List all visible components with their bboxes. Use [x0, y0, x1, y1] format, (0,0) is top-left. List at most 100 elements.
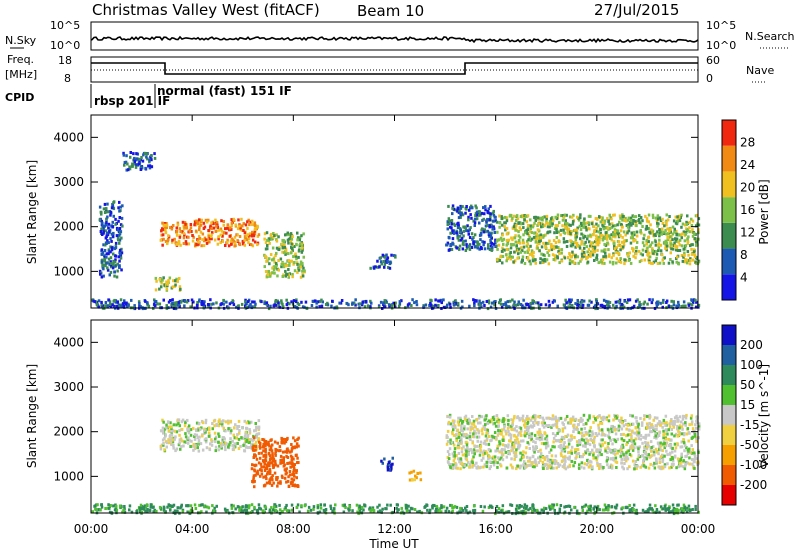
range-gate-cell — [530, 231, 534, 235]
range-gate-cell — [273, 440, 277, 444]
range-gate-cell — [600, 465, 603, 469]
range-gate-cell — [584, 235, 587, 239]
range-gate-cell — [683, 247, 687, 251]
range-gate-cell — [564, 435, 567, 439]
range-gate-cell — [274, 447, 277, 451]
range-gate-cell — [611, 224, 615, 228]
range-gate-cell — [257, 425, 261, 429]
range-gate-cell — [101, 251, 105, 254]
range-gate-cell — [534, 460, 537, 464]
range-gate-cell — [531, 455, 535, 459]
range-gate-cell — [534, 447, 537, 451]
range-gate-cell — [478, 213, 481, 217]
range-gate-cell — [181, 230, 184, 234]
range-gate-cell — [248, 232, 252, 236]
range-gate-cell — [479, 421, 482, 425]
range-gate-cell — [257, 233, 261, 237]
range-gate-cell — [606, 428, 610, 432]
range-gate-cell — [659, 249, 663, 253]
range-gate-cell — [520, 439, 523, 443]
range-gate-cell — [629, 241, 633, 245]
range-gate-cell — [518, 241, 522, 245]
range-gate-cell — [382, 301, 385, 305]
range-gate-cell — [159, 429, 163, 433]
range-gate-cell — [505, 466, 509, 470]
range-gate-cell — [210, 440, 213, 444]
range-gate-cell — [586, 255, 589, 259]
range-gate-cell — [518, 226, 522, 230]
range-gate-cell — [571, 220, 575, 224]
range-gate-cell — [620, 427, 624, 431]
beam-label: Beam 10 — [357, 2, 424, 20]
range-gate-cell — [645, 242, 649, 246]
range-gate-cell — [465, 451, 468, 455]
range-gate-cell — [316, 300, 320, 304]
range-gate-cell — [452, 463, 455, 467]
range-gate-cell — [390, 466, 393, 469]
range-gate-cell — [505, 219, 509, 223]
range-gate-cell — [282, 464, 286, 468]
range-gate-cell — [287, 252, 290, 256]
range-gate-cell — [222, 302, 225, 306]
range-gate-cell — [655, 436, 658, 440]
range-gate-cell — [515, 467, 518, 471]
range-gate-cell — [260, 300, 263, 304]
range-gate-cell — [290, 300, 293, 304]
range-gate-cell — [569, 239, 572, 243]
range-gate-cell — [171, 240, 174, 244]
range-gate-cell — [541, 216, 545, 219]
range-gate-cell — [643, 244, 646, 248]
range-gate-cell — [663, 256, 666, 260]
range-gate-cell — [245, 302, 248, 305]
range-gate-cell — [634, 437, 637, 441]
range-gate-cell — [456, 466, 459, 470]
range-gate-cell — [294, 254, 298, 258]
range-gate-cell — [686, 452, 690, 455]
range-gate-cell — [502, 427, 506, 431]
range-gate-cell — [475, 299, 478, 303]
range-gate-cell — [102, 263, 106, 267]
range-gate-cell — [282, 305, 285, 309]
range-gate-cell — [279, 480, 282, 484]
range-gate-cell — [593, 250, 597, 254]
range-gate-cell — [460, 462, 464, 466]
range-gate-cell — [453, 424, 457, 428]
range-gate-cell — [277, 449, 281, 453]
range-gate-cell — [528, 447, 531, 450]
range-gate-cell — [448, 453, 451, 456]
range-gate-cell — [191, 239, 195, 243]
range-gate-cell — [250, 243, 253, 247]
range-gate-cell — [221, 439, 224, 443]
range-gate-cell — [213, 424, 216, 428]
range-gate-cell — [264, 450, 267, 453]
range-gate-cell — [543, 458, 547, 462]
range-gate-cell — [684, 223, 687, 227]
range-gate-cell — [602, 255, 605, 259]
range-gate-cell — [617, 232, 621, 236]
range-gate-cell — [386, 466, 390, 470]
range-gate-cell — [690, 252, 694, 256]
range-gate-cell — [613, 448, 617, 452]
range-gate-cell — [460, 427, 463, 431]
range-gate-cell — [104, 243, 107, 247]
range-gate-cell — [603, 242, 606, 246]
range-gate-cell — [138, 159, 141, 163]
range-gate-cell — [503, 221, 506, 225]
range-gate-cell — [482, 441, 486, 445]
range-gate-cell — [481, 218, 484, 222]
range-gate-cell — [659, 448, 662, 452]
range-gate-cell — [197, 234, 201, 238]
range-gate-cell — [681, 232, 684, 236]
range-gate-cell — [254, 448, 257, 452]
range-gate-cell — [620, 448, 623, 452]
range-gate-cell — [580, 257, 583, 261]
range-gate-cell — [582, 453, 585, 456]
range-gate-cell — [110, 206, 114, 210]
range-gate-cell — [590, 222, 594, 226]
range-gate-cell — [239, 444, 242, 448]
range-gate-cell — [537, 222, 540, 226]
range-gate-cell — [201, 238, 204, 242]
range-gate-cell — [514, 454, 517, 458]
range-gate-cell — [678, 424, 682, 428]
range-gate-cell — [153, 152, 156, 156]
